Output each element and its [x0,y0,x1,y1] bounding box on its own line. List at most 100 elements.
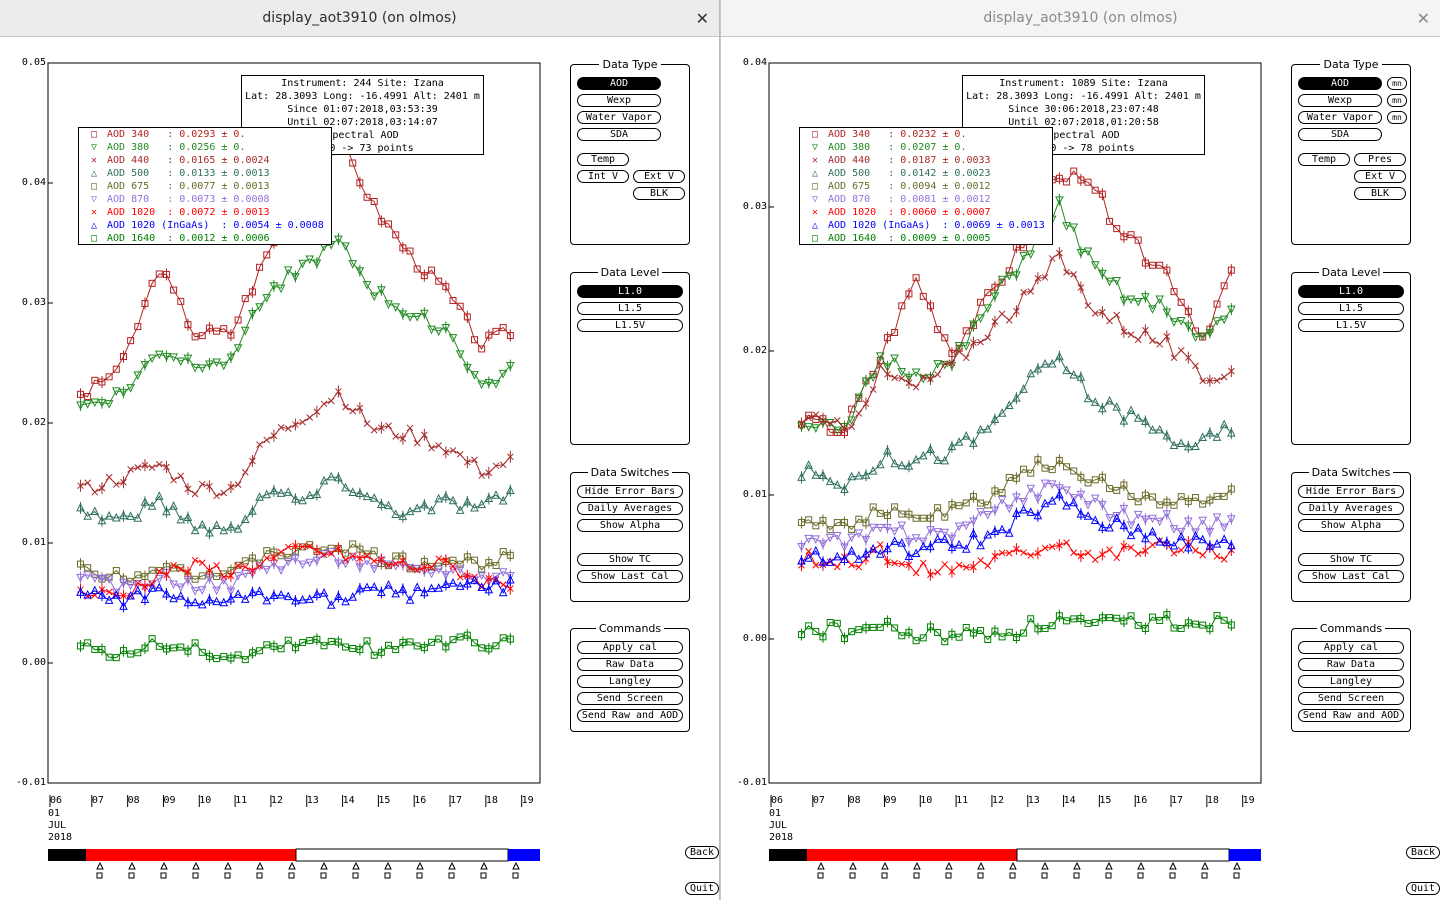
data-point [1055,351,1064,361]
show-alpha-button[interactable]: Show Alpha [577,519,683,532]
data-type-water-vapor-button[interactable]: Water Vapor [1298,111,1382,124]
send-raw-and-aod-button[interactable]: Send Raw and AOD [577,709,683,722]
data-type-water-vapor-button[interactable]: Water Vapor [577,111,661,124]
send-screen-button[interactable]: Send Screen [577,692,683,705]
quit-button[interactable]: Quit [685,882,720,895]
data-point [1106,317,1113,325]
ext-v-button[interactable]: Ext V [633,170,685,183]
show-last-cal-button[interactable]: Show Last Cal [577,570,683,583]
data-point [362,281,372,290]
mn-toggle-button[interactable]: mn [1387,94,1407,107]
panel-title: Data Type [1292,58,1410,71]
pres-button[interactable]: Pres [1354,153,1406,166]
data-type-sda-button[interactable]: SDA [1298,128,1382,141]
panel-title-text: Data Type [599,58,661,71]
apply-cal-button[interactable]: Apply cal [577,641,683,654]
data-point [283,266,293,276]
show-tc-button[interactable]: Show TC [577,553,683,566]
langley-button[interactable]: Langley [1298,675,1404,688]
data-point [1112,402,1122,411]
data-level-l1-5v-button[interactable]: L1.5V [1298,319,1404,332]
apply-cal-button[interactable]: Apply cal [1298,641,1404,654]
data-point [111,387,121,396]
send-raw-and-aod-button[interactable]: Send Raw and AOD [1298,709,1404,722]
data-point [840,543,849,552]
data-point [861,548,871,558]
data-point [292,542,299,550]
data-type-aod-button[interactable]: AOD [1298,77,1382,90]
data-point [919,373,927,381]
data-type-aod-button[interactable]: AOD [577,77,661,90]
data-point [1012,271,1021,280]
daily-averages-button[interactable]: Daily Averages [1298,502,1404,515]
data-point [869,503,877,511]
show-last-cal-button[interactable]: Show Last Cal [1298,570,1404,583]
show-alpha-button[interactable]: Show Alpha [1298,519,1404,532]
mn-toggle-button[interactable]: mn [1387,111,1407,124]
close-icon[interactable]: ✕ [695,9,709,28]
raw-data-button[interactable]: Raw Data [577,658,683,671]
data-point [84,393,92,401]
data-type-wexp-button[interactable]: Wexp [577,94,661,107]
back-button[interactable]: Back [1406,846,1440,859]
data-point [463,496,472,506]
data-point [1099,308,1106,316]
data-level-l1-5-button[interactable]: L1.5 [1298,302,1404,315]
send-screen-button[interactable]: Send Screen [1298,692,1404,705]
daily-averages-button[interactable]: Daily Averages [577,502,683,515]
data-type-sda-button[interactable]: SDA [577,128,661,141]
data-point [399,638,407,646]
blk-button[interactable]: BLK [633,187,685,200]
data-point [392,646,400,654]
data-point [291,494,300,503]
data-point [492,642,500,650]
data-point [176,583,186,593]
back-button[interactable]: Back [685,846,720,859]
data-point [362,491,372,501]
data-point [797,631,805,639]
data-point [1170,354,1178,362]
time-marker [512,872,519,879]
data-point [499,634,507,642]
show-tc-button[interactable]: Show TC [1298,553,1404,566]
data-point [162,588,171,598]
data-point [919,514,927,522]
data-point [1048,466,1056,474]
data-point [1126,405,1136,415]
data-point [420,309,429,319]
legend-symbol-icon: □ [90,233,98,244]
time-marker [1169,861,1177,870]
legend-symbol-icon: ✕ [90,155,98,166]
data-point [1069,223,1079,233]
data-point [427,505,436,515]
mn-toggle-button[interactable]: mn [1387,77,1407,90]
temp-button[interactable]: Temp [577,153,629,166]
hide-error-bars-button[interactable]: Hide Error Bars [577,485,683,498]
int-v-button[interactable]: Int V [577,170,629,183]
data-point [155,460,163,468]
data-type-wexp-button[interactable]: Wexp [1298,94,1382,107]
data-point [177,643,185,651]
blk-button[interactable]: BLK [1354,187,1406,200]
data-point [911,548,921,558]
raw-data-button[interactable]: Raw Data [1298,658,1404,671]
quit-button[interactable]: Quit [1406,882,1440,895]
data-point [485,645,493,653]
close-icon[interactable]: ✕ [1416,9,1430,28]
ext-v-button[interactable]: Ext V [1354,170,1406,183]
x-date-label: JUL [769,820,788,831]
data-level-l1-0-button[interactable]: L1.0 [1298,285,1404,298]
data-level-l1-0-button[interactable]: L1.0 [577,285,683,298]
langley-button[interactable]: Langley [577,675,683,688]
data-point [948,501,956,509]
data-point [455,350,465,360]
hide-error-bars-button[interactable]: Hide Error Bars [1298,485,1404,498]
time-marker [416,872,423,879]
data-point [197,586,207,595]
data-point [320,642,328,650]
data-level-l1-5v-button[interactable]: L1.5V [577,319,683,332]
data-level-l1-5-button[interactable]: L1.5 [577,302,683,315]
data-point [455,505,465,514]
data-point [948,349,956,357]
temp-button[interactable]: Temp [1298,153,1350,166]
